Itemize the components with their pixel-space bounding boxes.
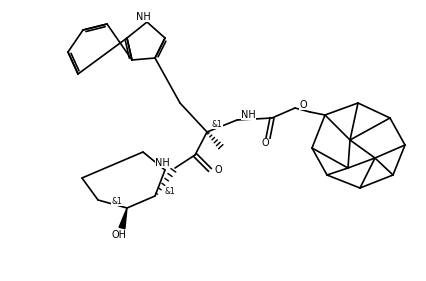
Text: OH: OH [111, 230, 126, 240]
Text: NH: NH [135, 12, 150, 22]
Text: NH: NH [155, 158, 170, 168]
Text: O: O [299, 100, 306, 110]
Text: &1: &1 [111, 196, 122, 205]
Polygon shape [119, 208, 127, 229]
Text: &1: &1 [164, 187, 176, 196]
Text: O: O [261, 138, 268, 148]
Text: NH: NH [240, 110, 255, 120]
Text: O: O [214, 165, 221, 175]
Text: &1: &1 [211, 119, 222, 128]
